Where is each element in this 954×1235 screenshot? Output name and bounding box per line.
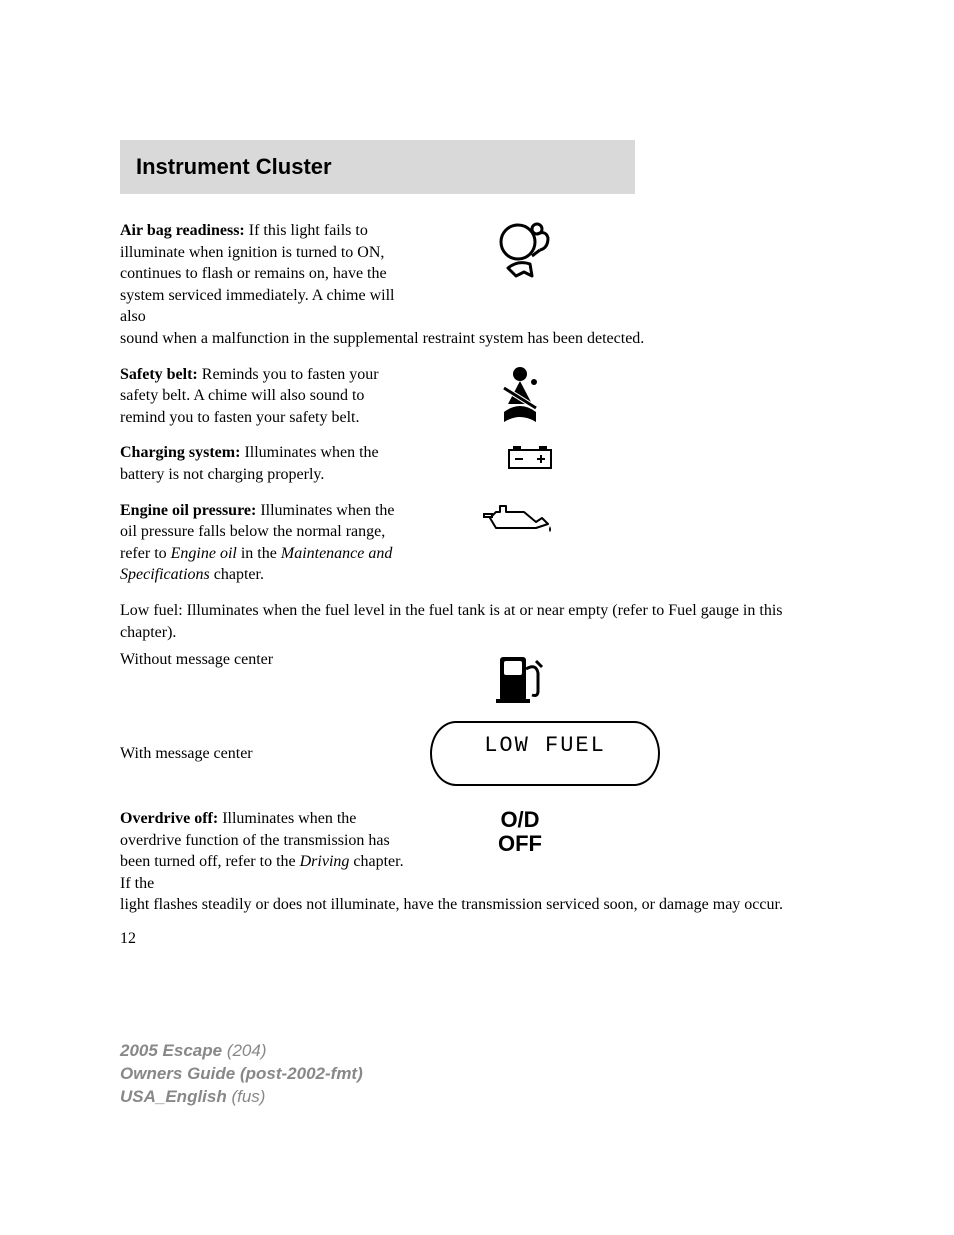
safetybelt-label: Safety belt: bbox=[120, 366, 198, 383]
fuel-icon bbox=[490, 649, 550, 707]
footer-l2b: Owners Guide (post-2002-fmt) bbox=[120, 1064, 363, 1083]
overdrive-italic-a: Driving bbox=[300, 853, 350, 870]
lowfuel-without: Without message center bbox=[120, 651, 273, 668]
section-header: Instrument Cluster bbox=[120, 140, 635, 194]
od-line2: OFF bbox=[498, 832, 542, 856]
lowfuel-label: Low fuel: bbox=[120, 602, 183, 619]
oil-italic-a: Engine oil bbox=[171, 545, 237, 562]
footer-l1i: (204) bbox=[227, 1041, 267, 1060]
charging-section: Charging system: Illuminates when the ba… bbox=[120, 442, 834, 485]
od-line1: O/D bbox=[498, 808, 542, 832]
charging-label: Charging system: bbox=[120, 444, 240, 461]
footer-l3b: USA_English bbox=[120, 1087, 231, 1106]
lowfuel-text-a: Illuminates when the fuel level in the f… bbox=[183, 602, 669, 619]
page-number: 12 bbox=[120, 930, 136, 948]
battery-icon bbox=[505, 442, 555, 472]
oil-text-c: chapter. bbox=[210, 566, 264, 583]
lowfuel-italic-a: Fuel gauge bbox=[668, 602, 739, 619]
lowfuel-with: With message center bbox=[120, 745, 253, 762]
overdrive-label: Overdrive off: bbox=[120, 810, 218, 827]
airbag-section: Air bag readiness: If this light fails t… bbox=[120, 220, 834, 350]
overdrive-section: Overdrive off: Illuminates when the over… bbox=[120, 808, 834, 916]
footer: 2005 Escape (204) Owners Guide (post-200… bbox=[120, 1040, 363, 1109]
oil-icon bbox=[480, 500, 560, 535]
page: Instrument Cluster Air bag readiness: If… bbox=[0, 0, 954, 1235]
footer-l1b: 2005 Escape bbox=[120, 1041, 227, 1060]
lowfuel-section: Low fuel: Illuminates when the fuel leve… bbox=[120, 600, 834, 786]
oil-text-b: in the bbox=[237, 545, 281, 562]
airbag-icon bbox=[490, 220, 570, 278]
overdrive-text-wrap: light flashes steadily or does not illum… bbox=[120, 894, 834, 916]
footer-l3i: (fus) bbox=[231, 1087, 265, 1106]
airbag-label: Air bag readiness: bbox=[120, 222, 245, 239]
low-fuel-message-box: LOW FUEL bbox=[430, 721, 660, 786]
oil-label: Engine oil pressure: bbox=[120, 502, 256, 519]
safetybelt-section: Safety belt: Reminds you to fasten your … bbox=[120, 364, 834, 429]
od-off-indicator: O/D OFF bbox=[498, 808, 542, 856]
section-title: Instrument Cluster bbox=[136, 154, 619, 180]
seatbelt-icon bbox=[490, 364, 550, 426]
airbag-text-wrap: sound when a malfunction in the suppleme… bbox=[120, 328, 834, 350]
oil-section: Engine oil pressure: Illuminates when th… bbox=[120, 500, 834, 586]
